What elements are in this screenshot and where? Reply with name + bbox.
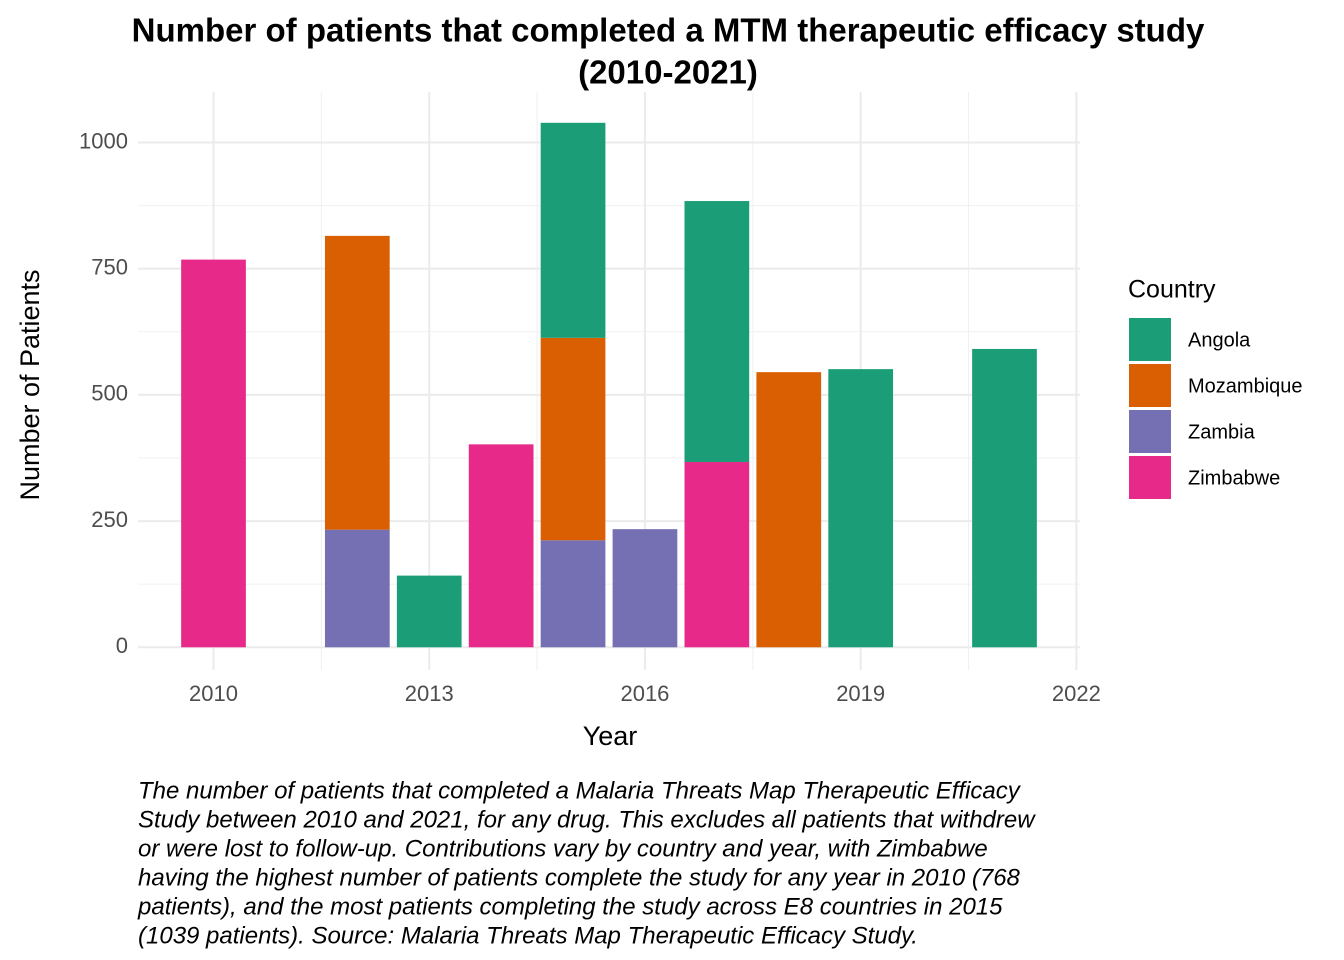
legend-key bbox=[1129, 410, 1171, 453]
bar bbox=[540, 540, 606, 648]
bar bbox=[684, 462, 750, 648]
x-axis-title: Year bbox=[583, 721, 638, 751]
chart-title: Number of patients that completed a MTM … bbox=[132, 12, 1205, 49]
legend-key bbox=[1129, 456, 1171, 499]
caption: having the highest number of patients co… bbox=[138, 864, 1021, 891]
bar bbox=[324, 235, 390, 530]
bar bbox=[540, 122, 606, 338]
legend-key bbox=[1129, 364, 1171, 407]
bar bbox=[972, 348, 1037, 648]
legend-label: Zambia bbox=[1188, 421, 1256, 443]
x-tick-label: 2013 bbox=[405, 681, 454, 706]
bar bbox=[684, 201, 750, 463]
bar bbox=[612, 529, 678, 648]
bar bbox=[828, 369, 894, 648]
x-tick-label: 2016 bbox=[620, 681, 669, 706]
bar bbox=[468, 444, 534, 648]
y-tick-label: 750 bbox=[91, 254, 128, 279]
y-axis-title: Number of Patients bbox=[15, 269, 45, 500]
caption: (1039 patients). Source: Malaria Threats… bbox=[138, 922, 918, 949]
caption: patients), and the most patients complet… bbox=[137, 893, 1003, 920]
caption: The number of patients that completed a … bbox=[138, 777, 1022, 804]
x-tick-label: 2022 bbox=[1052, 681, 1101, 706]
legend-title: Country bbox=[1128, 276, 1216, 304]
legend-key bbox=[1129, 318, 1171, 361]
legend-label: Zimbabwe bbox=[1188, 467, 1280, 489]
bar bbox=[396, 575, 462, 648]
y-tick-label: 0 bbox=[116, 633, 128, 658]
chart-title: (2010-2021) bbox=[578, 54, 758, 91]
x-tick-label: 2019 bbox=[836, 681, 885, 706]
y-tick-label: 1000 bbox=[79, 128, 128, 153]
bar bbox=[540, 337, 606, 541]
y-tick-label: 250 bbox=[91, 507, 128, 532]
legend-label: Angola bbox=[1188, 329, 1251, 351]
caption: Study between 2010 and 2021, for any dru… bbox=[138, 806, 1036, 833]
x-tick-label: 2010 bbox=[189, 681, 238, 706]
caption: or were lost to follow-up. Contributions… bbox=[138, 835, 988, 862]
bar bbox=[181, 259, 246, 648]
bar bbox=[324, 529, 390, 648]
y-tick-label: 500 bbox=[91, 381, 128, 406]
legend-label: Mozambique bbox=[1188, 375, 1303, 397]
bar bbox=[756, 372, 822, 648]
